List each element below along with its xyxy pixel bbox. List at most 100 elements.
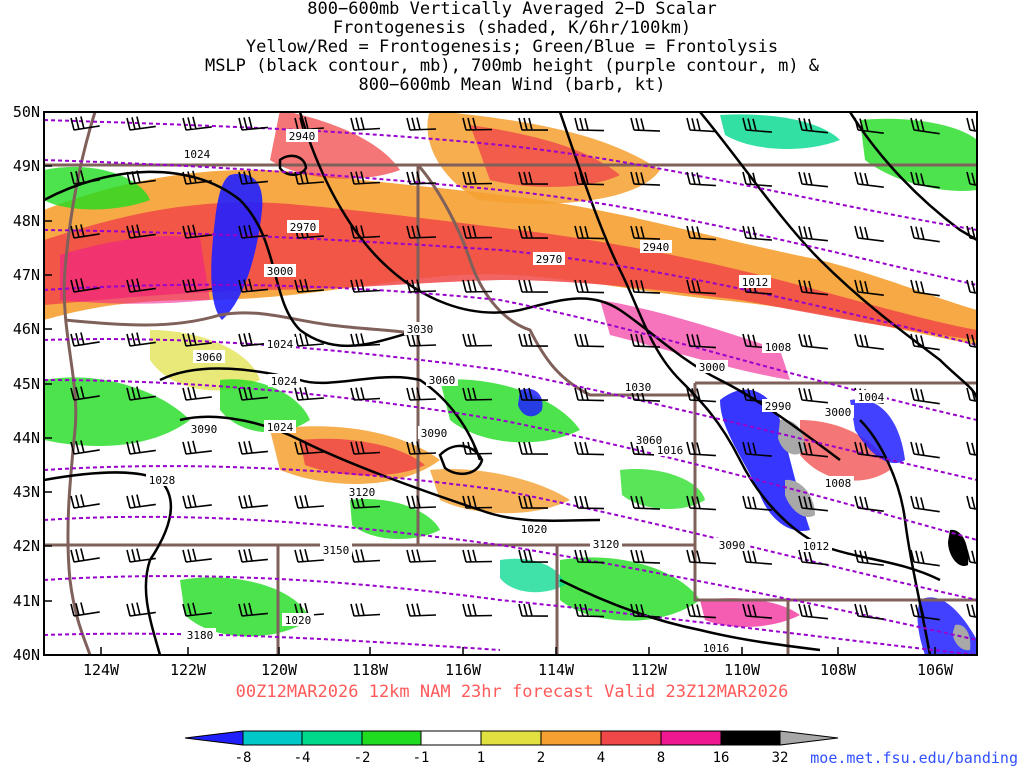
wind-barb xyxy=(406,603,437,617)
wind-barb xyxy=(686,171,716,187)
wind-barb xyxy=(798,387,828,404)
wind-barb xyxy=(126,602,156,617)
wind-barb xyxy=(630,387,661,402)
wind-barb xyxy=(350,225,381,239)
wind-barb xyxy=(742,171,772,187)
wind-barb xyxy=(238,440,268,455)
lon-ticks xyxy=(100,647,936,655)
height-label: 3000 xyxy=(264,264,296,278)
svg-text:3000: 3000 xyxy=(699,361,726,374)
wind-barb xyxy=(966,171,977,186)
svg-text:2970: 2970 xyxy=(536,253,563,266)
svg-text:2940: 2940 xyxy=(643,241,670,254)
wind-barb xyxy=(518,279,549,293)
mslp-label: 1012 xyxy=(739,275,771,289)
height-label: 2940 xyxy=(286,129,318,143)
lat-ticks xyxy=(44,111,52,656)
wind-barb xyxy=(406,441,437,455)
wind-barb xyxy=(462,495,493,509)
svg-text:3180: 3180 xyxy=(187,629,214,642)
colorbar-label: 1 xyxy=(477,750,485,766)
wind-barb xyxy=(966,387,977,402)
lon-label: 108W xyxy=(820,661,857,679)
title-line-5: 800−600mb Mean Wind (barb, kt) xyxy=(358,75,666,95)
wind-barb xyxy=(742,495,772,511)
wind-barb xyxy=(742,603,772,619)
height-label: 2940 xyxy=(640,240,672,254)
wind-barb xyxy=(294,549,324,563)
wind-barb xyxy=(966,117,977,132)
wind-barb xyxy=(742,549,772,565)
wind-barb xyxy=(182,494,212,509)
lat-label: 50N xyxy=(13,103,40,121)
wind-barb xyxy=(574,549,605,564)
svg-text:3060: 3060 xyxy=(196,351,223,364)
lon-label: 118W xyxy=(352,661,389,679)
wind-barb xyxy=(518,333,549,347)
lat-label: 47N xyxy=(13,266,40,284)
mslp-label: 1028 xyxy=(146,473,178,487)
colorbar-label: -1 xyxy=(413,750,430,766)
wind-barb xyxy=(630,549,661,564)
height-label: 3090 xyxy=(716,538,748,552)
wind-barb xyxy=(574,117,605,132)
wind-barb xyxy=(910,495,940,513)
wind-barb xyxy=(518,495,549,509)
mslp-label: 1020 xyxy=(518,522,550,536)
svg-text:3090: 3090 xyxy=(719,539,746,552)
height-label: 3180 xyxy=(184,628,216,642)
height-label: 3030 xyxy=(404,322,436,336)
wind-barb xyxy=(294,495,324,509)
wind-barb xyxy=(238,386,268,401)
wind-barb xyxy=(686,387,716,403)
colorbar-swatch xyxy=(779,730,839,746)
wind-barb xyxy=(70,278,100,293)
svg-text:1012: 1012 xyxy=(803,540,830,553)
wind-barb xyxy=(630,171,661,186)
wind-barb xyxy=(350,333,381,347)
svg-text:1008: 1008 xyxy=(765,341,792,354)
svg-text:1024: 1024 xyxy=(267,421,294,434)
height-label: 2970 xyxy=(533,252,565,266)
wind-barb xyxy=(462,333,493,347)
wind-barb xyxy=(350,495,381,509)
svg-text:3060: 3060 xyxy=(636,434,663,447)
wind-barb xyxy=(294,441,324,455)
wind-barb xyxy=(70,386,100,401)
height-label: 3120 xyxy=(346,485,378,499)
wind-barb xyxy=(462,603,493,617)
height-label: 3000 xyxy=(822,405,854,419)
wind-barb xyxy=(686,441,716,457)
wind-barb xyxy=(798,333,828,350)
wind-barb xyxy=(518,171,549,185)
wind-barb xyxy=(406,225,437,239)
svg-text:1020: 1020 xyxy=(285,614,312,627)
wind-barb xyxy=(238,116,268,131)
svg-text:1004: 1004 xyxy=(858,391,885,404)
wind-barb xyxy=(350,603,381,617)
colorbar-swatch xyxy=(540,730,602,746)
svg-text:3120: 3120 xyxy=(349,486,376,499)
wind-barb xyxy=(966,441,977,456)
wind-barb xyxy=(854,171,884,188)
wind-barb xyxy=(854,603,884,620)
wind-barb xyxy=(518,387,549,401)
svg-text:3150: 3150 xyxy=(323,544,350,557)
svg-text:1012: 1012 xyxy=(742,276,769,289)
height-label: 3060 xyxy=(426,373,458,387)
wind-barb xyxy=(686,117,716,133)
wind-barb xyxy=(350,171,381,185)
colorbar-label: -2 xyxy=(354,750,371,766)
wind-barb xyxy=(854,225,884,242)
wind-barb xyxy=(70,602,100,617)
mslp-label: 1008 xyxy=(762,340,794,354)
lat-label: 45N xyxy=(13,375,40,393)
wind-barb xyxy=(574,603,605,618)
wind-barb xyxy=(966,333,977,348)
wind-barb xyxy=(854,549,884,566)
height-label: 3060 xyxy=(633,433,665,447)
wind-barb xyxy=(182,440,212,455)
svg-text:2990: 2990 xyxy=(765,400,792,413)
wind-barb xyxy=(630,441,661,456)
title-line-1: 800−600mb Vertically Averaged 2−D Scalar xyxy=(307,0,717,19)
